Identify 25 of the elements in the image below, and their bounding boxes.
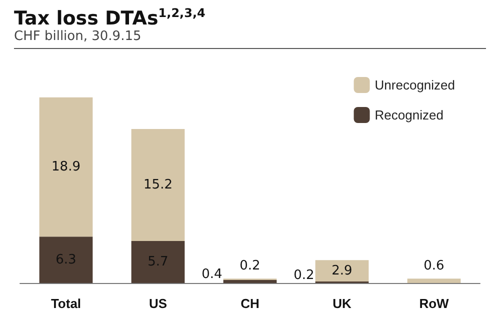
bar (315, 260, 369, 282)
x-tick-label: Total (50, 296, 82, 311)
chart-title: Tax loss DTAs$^{1,2,3,4}$ (14, 6, 206, 30)
bar (407, 278, 461, 283)
x-tick-label: US (148, 296, 168, 311)
data-label: 0.2 (240, 258, 260, 274)
data-label: 18.9 (52, 159, 80, 174)
legend-label: Unrecognized (374, 78, 456, 92)
data-label: 6.3 (56, 252, 76, 268)
data-label: 0.4 (202, 267, 222, 282)
data-label: 0.6 (424, 258, 444, 274)
bar (223, 280, 277, 283)
data-label: 2.9 (332, 263, 352, 278)
bar (131, 129, 185, 242)
bar (39, 236, 93, 283)
bar (131, 241, 185, 283)
data-label: 5.7 (148, 254, 168, 270)
x-tick-label: UK (332, 296, 352, 311)
data-label: 0.2 (294, 268, 314, 283)
x-tick-label: RoW (419, 296, 450, 311)
data-label: 15.2 (144, 178, 172, 193)
bar (39, 97, 93, 237)
legend-label: Recognized (374, 108, 444, 122)
x-tick-label: CH (240, 296, 260, 311)
chart-subtitle: CHF billion, 30.9.15 (14, 29, 142, 44)
